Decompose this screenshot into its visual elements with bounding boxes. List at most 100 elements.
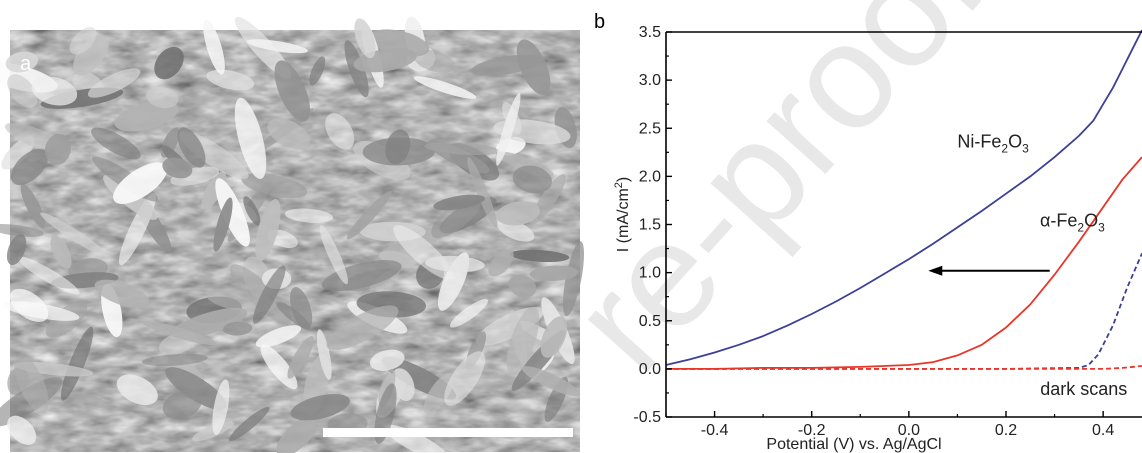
y-tick-label: 3.5 — [639, 24, 661, 41]
sem-rod — [255, 325, 302, 348]
sem-rod — [562, 241, 585, 317]
sem-rod — [2, 301, 80, 321]
sem-rod — [177, 127, 206, 168]
sem-rod — [424, 142, 500, 156]
sem-nanorods — [0, 16, 585, 453]
series-line-1 — [666, 156, 1142, 370]
sem-rod — [391, 368, 415, 401]
sem-rod — [162, 157, 193, 179]
y-tick-label: 0.0 — [639, 361, 661, 378]
sem-rod — [309, 56, 326, 86]
sem-rod — [5, 51, 39, 73]
y-tick-label: 3.0 — [639, 72, 661, 89]
sem-rod — [267, 118, 310, 150]
sem-rod — [540, 316, 568, 358]
sem-rod — [141, 353, 208, 367]
y-tick-label: 0.5 — [639, 313, 661, 330]
sem-rod — [274, 60, 311, 122]
x-tick-label: 0.0 — [898, 422, 920, 439]
sem-rod — [1, 136, 35, 170]
sem-rod — [325, 113, 355, 150]
sem-rod — [212, 379, 230, 435]
label-part: O — [1008, 132, 1022, 152]
sem-rod — [385, 129, 411, 165]
x-tick-label: -0.4 — [701, 422, 729, 439]
sem-rod — [506, 306, 540, 376]
sem-rod — [444, 351, 486, 406]
sem-rod — [213, 197, 233, 252]
sem-rod — [50, 235, 72, 269]
series-dark-scan-line-3 — [666, 365, 1142, 370]
label-part: Ni-Fe — [957, 132, 1001, 152]
sem-rod — [60, 326, 94, 401]
sem-rod — [243, 196, 261, 226]
sem-rod — [413, 76, 477, 99]
arrow-head — [928, 265, 943, 276]
y-axis-title-sup: 2 — [613, 182, 625, 188]
sem-rod — [44, 133, 71, 165]
sem-rod — [7, 415, 37, 445]
sem-rod — [497, 219, 535, 242]
sem-rod — [91, 127, 141, 160]
sem-rod — [14, 354, 49, 414]
sem-rod — [165, 367, 227, 411]
sem-rod — [276, 301, 311, 330]
sem-rod — [316, 329, 332, 380]
sem-rod — [73, 35, 109, 76]
sem-rod — [192, 420, 234, 442]
sem-rod — [287, 336, 314, 379]
sem-rod — [113, 162, 168, 204]
label-alpha-fe2o3: α-Fe2O3 — [1040, 210, 1105, 234]
y-axis-title: I (mA/cm2) — [613, 177, 632, 252]
panel-label-b: b — [594, 11, 605, 33]
sem-rod — [241, 173, 308, 199]
sem-rod — [228, 406, 270, 442]
label-part: α-Fe — [1040, 210, 1077, 230]
y-axis-title-part: ) — [615, 177, 632, 182]
sem-rod — [255, 199, 281, 262]
subscript: 2 — [1077, 220, 1084, 234]
sem-rod — [321, 260, 402, 292]
y-tick-label: -0.5 — [633, 409, 661, 426]
sem-rod — [252, 265, 286, 324]
sem-rod — [521, 366, 581, 397]
y-tick-label: 1.5 — [639, 217, 661, 234]
sem-rod — [69, 26, 97, 55]
sem-rod — [40, 212, 108, 257]
sem-rod — [488, 249, 514, 277]
series-line-0 — [665, 29, 1142, 366]
sem-rod — [0, 223, 44, 237]
sem-rod — [10, 148, 49, 186]
sem-rod — [116, 374, 158, 406]
sem-rod — [229, 264, 292, 325]
subscript: 2 — [1001, 142, 1008, 156]
x-axis-title: Potential (V) vs. Ag/AgCl — [766, 436, 941, 453]
sem-rod — [146, 86, 179, 109]
sem-rod — [413, 49, 456, 73]
sem-rod — [234, 97, 267, 180]
sem-rod — [142, 320, 217, 346]
sem-rod — [433, 194, 486, 211]
sem-rod — [496, 201, 541, 226]
series-layer — [665, 29, 1142, 370]
y-axis-title-part: I (mA/cm — [615, 188, 632, 252]
sem-rod — [215, 178, 250, 247]
panel-label-a: a — [20, 53, 32, 75]
sem-rod — [6, 234, 27, 266]
sem-rod — [508, 274, 537, 298]
sem-rod — [425, 255, 485, 273]
sem-rod — [496, 93, 521, 166]
sem-rod — [326, 305, 399, 351]
sem-rod — [94, 279, 150, 308]
scale-bar — [323, 428, 573, 437]
sem-rod — [467, 157, 498, 228]
sem-rod — [87, 68, 141, 98]
sem-rod — [512, 165, 552, 194]
sem-rod — [114, 100, 179, 132]
sem-rod — [162, 390, 202, 420]
sem-rod — [17, 256, 80, 295]
x-tick-label: 0.2 — [995, 422, 1017, 439]
